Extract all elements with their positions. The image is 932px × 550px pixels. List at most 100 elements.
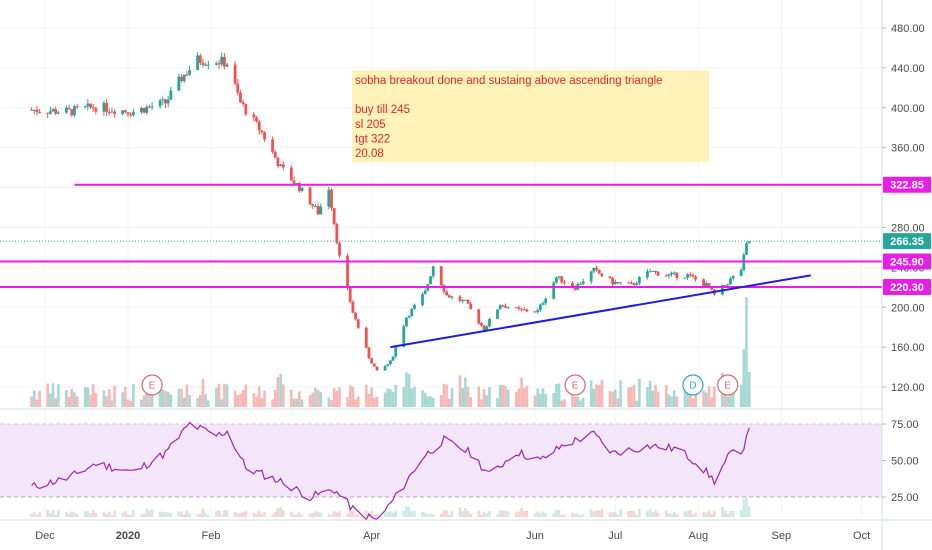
volume-bar — [364, 384, 368, 407]
volume-bar — [402, 386, 406, 407]
candle-body — [739, 270, 743, 276]
volume-bar — [107, 389, 111, 407]
rsi-volume-bar — [447, 514, 451, 517]
volume-bar — [445, 384, 448, 407]
candle-body — [185, 74, 189, 76]
rsi-volume-bar — [73, 512, 76, 517]
rsi-volume-bar — [166, 512, 170, 517]
price-tag — [883, 253, 931, 270]
event-label: E — [724, 381, 731, 392]
candle-body — [597, 269, 601, 274]
rsi-line — [31, 421, 750, 521]
candle-body — [651, 270, 655, 272]
rsi-volume-bar — [215, 511, 218, 517]
volume-bar — [410, 388, 414, 407]
rsi-volume-bar — [32, 512, 36, 517]
rsi-volume-bar — [683, 511, 687, 517]
trendline[interactable] — [390, 274, 811, 349]
rsi-volume-bar — [539, 512, 542, 517]
volume-bar — [273, 389, 277, 407]
rsi-volume-bar — [747, 506, 751, 517]
candle-body — [581, 281, 585, 284]
rsi-volume-bar — [316, 511, 320, 517]
rsi-volume-bar — [164, 512, 167, 517]
price-tag-label: 322.85 — [890, 180, 924, 192]
candle-body — [139, 107, 143, 113]
price-axis-bg — [882, 0, 932, 550]
rsi-volume-bar — [65, 511, 68, 517]
rsi-volume-bar — [113, 510, 116, 517]
price-tick-label: 360.00 — [891, 143, 925, 155]
volume-bar — [386, 388, 390, 407]
volume-bar — [742, 349, 746, 407]
candle-body — [257, 121, 261, 131]
candle-body — [201, 62, 205, 66]
rsi-volume-bar — [482, 511, 486, 517]
rsi-band-fill — [0, 424, 882, 497]
volume-bar — [447, 398, 451, 407]
rsi-volume-bar — [54, 514, 58, 517]
candle-body — [517, 307, 521, 309]
volume-bar — [672, 390, 676, 407]
volume-bar — [423, 392, 427, 407]
candle-body — [611, 277, 615, 285]
rsi-volume-bar — [439, 513, 443, 517]
volume-bar — [166, 391, 170, 407]
volume-bar — [215, 387, 218, 407]
rsi-volume-bar — [410, 511, 414, 517]
volume-bar — [338, 387, 341, 407]
rsi-volume-bar — [407, 507, 411, 517]
candle-body — [723, 284, 727, 286]
volume-bar — [533, 395, 537, 407]
rsi-volume-bar — [581, 514, 585, 517]
time-tick-label: Oct — [853, 530, 870, 542]
candle-body — [429, 276, 432, 284]
volume-bar — [426, 396, 430, 407]
candle-body — [161, 99, 165, 101]
candle-body — [233, 64, 237, 84]
candle-body — [688, 274, 692, 276]
rsi-volume-bar — [592, 511, 596, 517]
volume-bar — [544, 393, 547, 407]
volume-bar — [375, 396, 379, 407]
volume-bar — [263, 390, 266, 407]
rsi-volume-bar — [445, 510, 448, 517]
rsi-volume-bar — [110, 514, 114, 517]
volume-bar — [356, 396, 360, 407]
text-note[interactable]: sobha breakout done and sustaing above a… — [352, 70, 709, 162]
rsi-volume-bar — [271, 514, 274, 517]
rsi-tick-label: 25.00 — [891, 492, 919, 504]
candle-body — [164, 99, 167, 104]
rsi-volume-bar — [281, 510, 285, 517]
volume-bar — [726, 396, 730, 407]
note-line: 20.08 — [355, 148, 384, 160]
candle-body — [188, 69, 191, 75]
rsi-volume-bar — [351, 510, 355, 517]
volume-bar — [348, 385, 352, 407]
volume-bar — [608, 391, 612, 407]
candle-body — [348, 287, 352, 302]
rsi-volume-bar — [688, 510, 692, 517]
rsi-volume-bar — [327, 514, 331, 517]
volume-bar — [710, 397, 713, 407]
volume-bars — [30, 297, 751, 517]
horizontal-levels[interactable] — [0, 183, 882, 289]
price-tag — [883, 233, 931, 250]
rsi-volume-bar — [161, 511, 165, 517]
candle-body — [656, 271, 660, 276]
rsi-volume-bar — [721, 506, 724, 517]
rsi-volume-bar — [207, 515, 210, 517]
rsi-volume-bar — [142, 513, 146, 517]
volume-bar — [373, 397, 376, 407]
rsi-volume-bar — [488, 511, 491, 517]
rsi-volume-bar — [664, 510, 668, 517]
rsi-volume-bar — [180, 511, 183, 517]
rsi-volume-bar — [225, 510, 229, 517]
volume-bar — [552, 392, 556, 407]
rsi-volume-bar — [263, 512, 266, 517]
rsi-volume-bar — [648, 509, 652, 517]
candle-body — [297, 183, 301, 192]
volume-bar — [488, 387, 491, 407]
